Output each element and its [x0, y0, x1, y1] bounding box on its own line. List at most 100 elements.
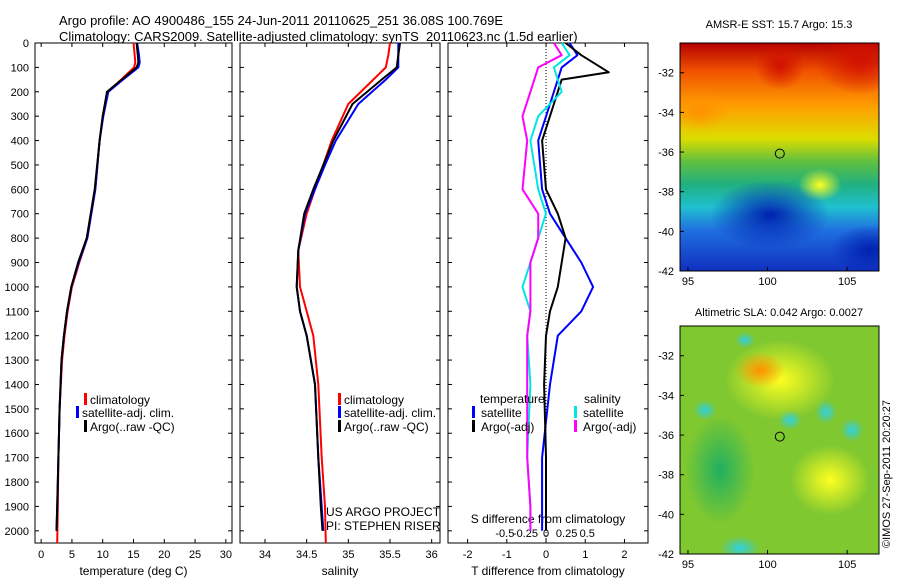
y-tick-label: 1500 — [5, 404, 29, 416]
x-tick-label: 5 — [69, 549, 75, 561]
map-x-tick-label: 95 — [682, 276, 694, 288]
x2-tick-label: 0.25 — [556, 528, 577, 540]
map-y-tick-label: -34 — [658, 107, 674, 119]
y-tick-label: 700 — [11, 209, 29, 221]
series-line-0 — [297, 42, 391, 544]
sla-map: Altimetric SLA: 0.042 Argo: 0.0027 95 100… — [658, 307, 880, 571]
series-line-2 — [55, 42, 140, 531]
legend-swatch-temp-argo — [472, 420, 475, 432]
y-tick-label: 1600 — [5, 428, 29, 440]
x-tick-label: 35.5 — [379, 549, 400, 561]
sst-argo-marker — [774, 148, 785, 159]
y-tick-label: 1700 — [5, 453, 29, 465]
x-tick-label: 30 — [220, 549, 232, 561]
legend-label: Argo(..raw -QC) — [344, 420, 429, 434]
sla-argo-marker — [774, 431, 785, 442]
legend-label: climatology — [90, 393, 150, 407]
map-y-tick-label: -42 — [658, 549, 674, 561]
legend-label: satellite-adj. clim. — [82, 406, 174, 420]
x-axis-label: temperature (deg C) — [79, 564, 187, 578]
map-x-tick-label: 100 — [758, 276, 776, 288]
plot-frame — [239, 42, 441, 544]
legend-swatch-satellite — [338, 406, 341, 418]
map-y-tick-label: -40 — [658, 509, 674, 521]
x2-tick-label: -0.25 — [513, 528, 538, 540]
temperature-plot: 0100200300400500600700800900100011001200… — [5, 38, 233, 578]
x-tick-label: 0 — [38, 549, 44, 561]
title-line-2: Climatology: CARS2009. Satellite-adjuste… — [59, 29, 578, 44]
plot-frame — [34, 42, 233, 544]
x-tick-label: 34.5 — [296, 549, 317, 561]
map-y-tick-label: -42 — [658, 266, 674, 278]
legend-swatch-satellite — [76, 406, 79, 418]
sst-map-ticks: 95 100 105 -32 -34 -36 -38 -40 -42 — [658, 68, 856, 288]
y-tick-label: 500 — [11, 160, 29, 172]
map-y-tick-label: -36 — [658, 147, 674, 159]
y-tick-label: 600 — [11, 184, 29, 196]
map-y-tick-label: -38 — [658, 187, 674, 199]
sla-map-ticks: 95 100 105 -32 -34 -36 -38 -40 -42 — [658, 351, 856, 571]
series-line-3 — [521, 42, 563, 531]
map-y-tick-label: -40 — [658, 226, 674, 238]
map-y-tick-label: -34 — [658, 390, 674, 402]
temperature-legend: climatology satellite-adj. clim. Argo(..… — [76, 393, 175, 434]
legend-label: satellite — [481, 406, 522, 420]
imos-credit: ©IMOS 27-Sep-2011 20:20:27 — [881, 400, 893, 548]
y-tick-label: 400 — [11, 136, 29, 148]
legend-swatch-argo — [84, 420, 87, 432]
legend-swatch-temp-satellite — [472, 406, 475, 418]
x-tick-label: -1 — [502, 549, 512, 561]
map-x-tick-label: 95 — [682, 559, 694, 571]
plot-frame — [447, 42, 649, 544]
y-tick-label: 1000 — [5, 282, 29, 294]
x-axis-label-salinity: S difference from climatology — [471, 512, 626, 526]
x-tick-label: 34 — [259, 549, 271, 561]
y-tick-label: 1400 — [5, 379, 29, 391]
series-line-1 — [541, 42, 610, 531]
project-annotation: US ARGO PROJECT — [326, 505, 441, 519]
map-x-tick-label: 105 — [838, 559, 856, 571]
y-tick-label: 0 — [23, 38, 29, 50]
x-tick-label: 0 — [543, 549, 549, 561]
y-tick-label: 300 — [11, 111, 29, 123]
y-tick-label: 900 — [11, 258, 29, 270]
legend-swatch-argo — [338, 420, 341, 432]
y-tick-label: 1300 — [5, 355, 29, 367]
legend-swatch-sal-argo — [574, 420, 577, 432]
difference-legend: temperature salinity satellite Argo(-adj… — [472, 392, 636, 434]
x-tick-label: 2 — [621, 549, 627, 561]
y-tick-label: 1800 — [5, 477, 29, 489]
map-x-tick-label: 100 — [758, 559, 776, 571]
x-tick-label: 1 — [582, 549, 588, 561]
sst-map: AMSR-E SST: 15.7 Argo: 15.3 95 100 105 -32 -… — [658, 19, 880, 288]
x-tick-label: -2 — [463, 549, 473, 561]
legend-swatch-climatology — [84, 393, 87, 405]
legend-label: satellite-adj. clim. — [344, 406, 436, 420]
legend-label: Argo(..raw -QC) — [90, 420, 175, 434]
x-tick-label: 15 — [127, 549, 139, 561]
legend-heading-salinity: salinity — [584, 392, 621, 406]
x-tick-label: 25 — [189, 549, 201, 561]
y-tick-label: 800 — [11, 233, 29, 245]
y-tick-label: 100 — [11, 62, 29, 74]
x-tick-label: 35 — [342, 549, 354, 561]
difference-plot: -2 -1 0 1 2 T difference from climatology S di… — [447, 42, 649, 578]
map-y-tick-label: -36 — [658, 430, 674, 442]
y-tick-label: 1100 — [5, 306, 29, 318]
x2-tick-label: 0.5 — [580, 528, 595, 540]
y-tick-label: 1200 — [5, 331, 29, 343]
sst-map-title: AMSR-E SST: 15.7 Argo: 15.3 — [706, 19, 853, 31]
y-tick-label: 2000 — [5, 526, 29, 538]
x-tick-label: 10 — [97, 549, 109, 561]
map-y-tick-label: -38 — [658, 470, 674, 482]
legend-swatch-climatology — [338, 393, 341, 405]
legend-heading-temperature: temperature — [480, 392, 545, 406]
legend-label: Argo(-adj) — [481, 420, 534, 434]
x-tick-label: 36 — [426, 549, 438, 561]
map-x-tick-label: 105 — [838, 276, 856, 288]
x2-tick-label: -0.5 — [495, 528, 514, 540]
x-tick-label: 20 — [158, 549, 170, 561]
page-title: Argo profile: AO 4900486_155 24-Jun-2011… — [59, 13, 578, 45]
sla-map-title: Altimetric SLA: 0.042 Argo: 0.0027 — [695, 307, 863, 319]
